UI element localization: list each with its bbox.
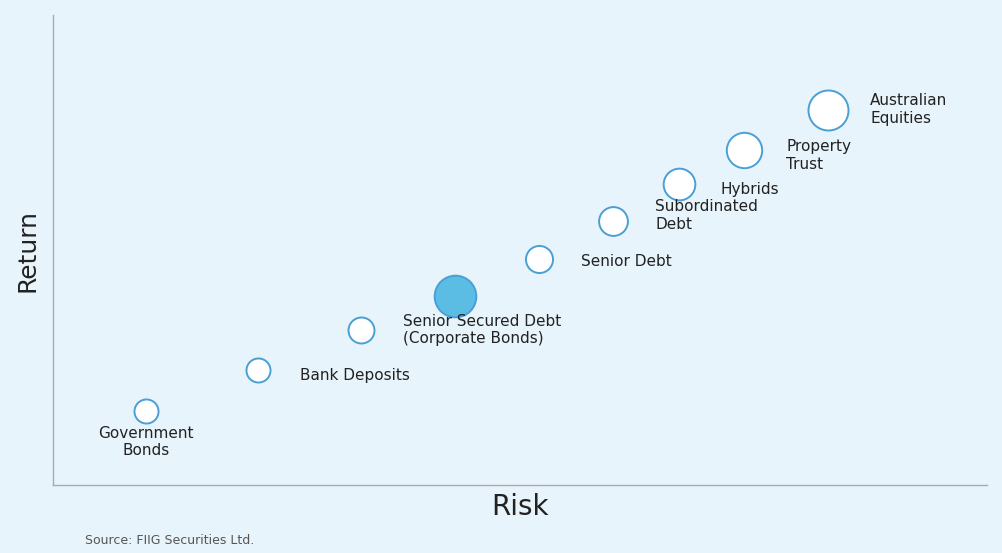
Text: Hybrids: Hybrids <box>720 182 780 197</box>
Point <box>821 105 837 114</box>
Point <box>531 254 547 263</box>
Text: Bank Deposits: Bank Deposits <box>301 368 410 383</box>
Text: Subordinated
Debt: Subordinated Debt <box>655 200 759 232</box>
Point <box>605 217 621 226</box>
Text: Property
Trust: Property Trust <box>787 139 851 171</box>
Point <box>447 291 463 300</box>
Text: Source: FIIG Securities Ltd.: Source: FIIG Securities Ltd. <box>85 534 255 547</box>
Point <box>736 145 753 154</box>
Text: Australian
Equities: Australian Equities <box>870 93 948 126</box>
X-axis label: Risk: Risk <box>491 493 549 521</box>
Point <box>250 366 267 375</box>
Text: Government
Bonds: Government Bonds <box>98 426 194 458</box>
Point <box>353 326 369 335</box>
Point <box>670 180 686 189</box>
Point <box>138 406 154 415</box>
Text: Senior Debt: Senior Debt <box>581 254 671 269</box>
Text: Senior Secured Debt
(Corporate Bonds): Senior Secured Debt (Corporate Bonds) <box>403 314 561 347</box>
Y-axis label: Return: Return <box>15 208 39 291</box>
